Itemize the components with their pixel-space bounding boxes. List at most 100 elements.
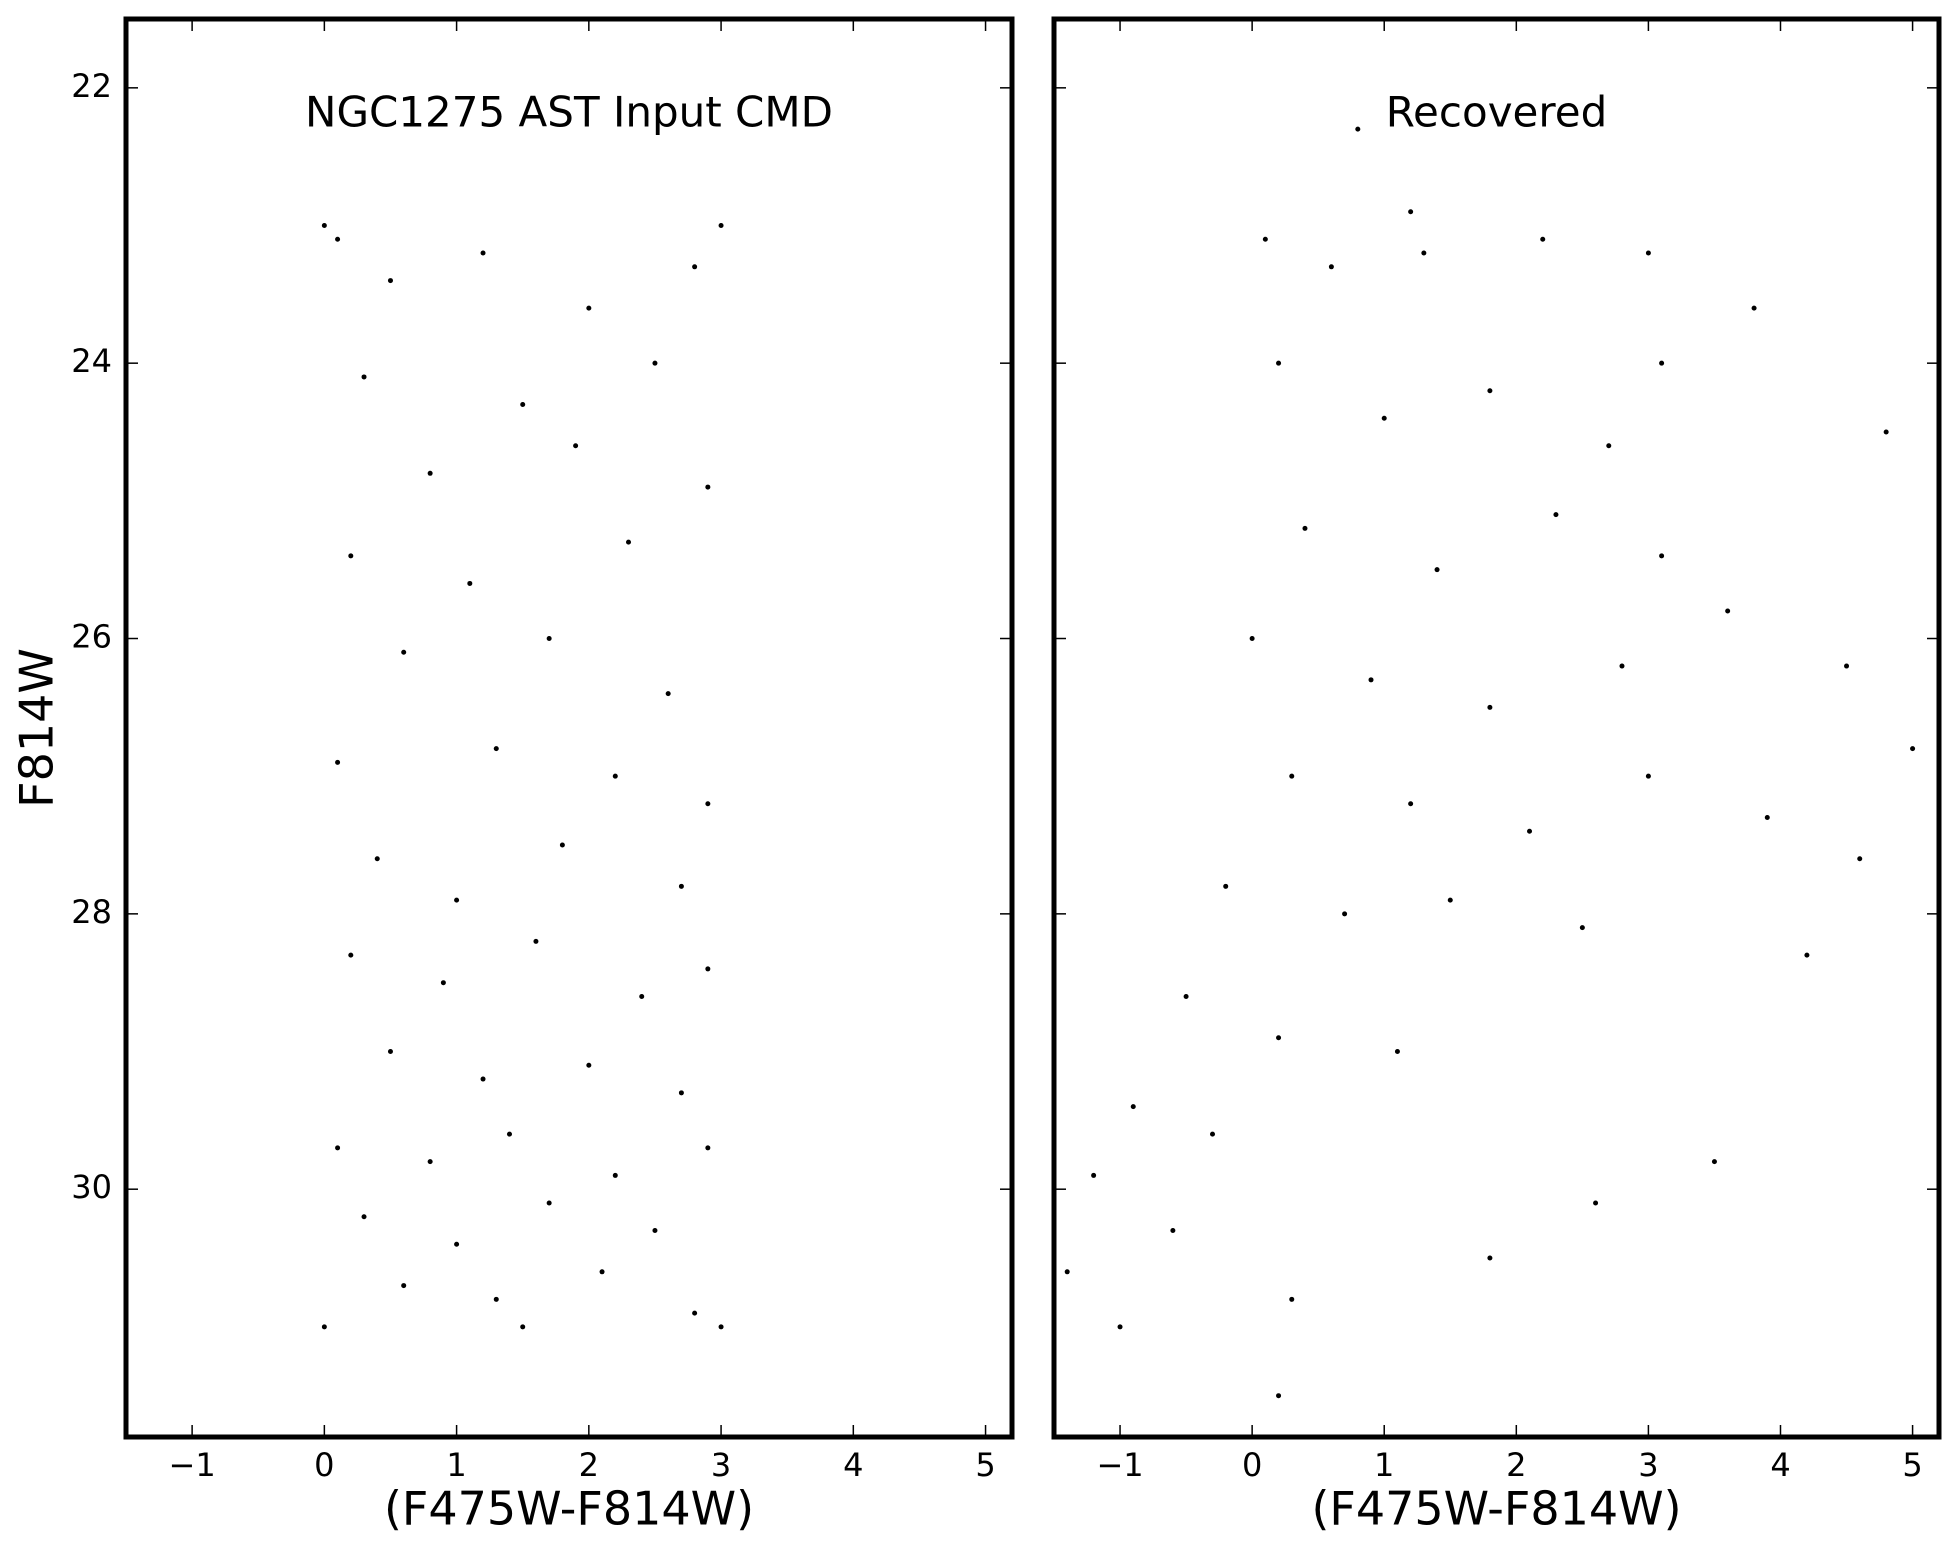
point: [546, 1200, 552, 1206]
point: [1408, 801, 1414, 807]
point: [599, 1269, 605, 1275]
point: [1527, 828, 1533, 834]
point: [1368, 677, 1374, 683]
y-axis-label: F814W: [10, 648, 64, 808]
point: [612, 1172, 618, 1178]
point: [626, 539, 632, 545]
point: [1910, 746, 1916, 752]
point: [718, 223, 724, 229]
x-axis-label: (F475W-F814W): [1311, 1482, 1681, 1536]
point: [1328, 264, 1334, 270]
point: [506, 1131, 512, 1137]
point: [1249, 636, 1255, 642]
point: [427, 470, 433, 476]
x-tick-label: 0: [1242, 1446, 1262, 1484]
point: [1170, 1227, 1176, 1233]
point: [1659, 553, 1665, 559]
point: [652, 360, 658, 366]
point: [1276, 1035, 1282, 1041]
point: [1302, 525, 1308, 531]
point: [387, 278, 393, 284]
point: [348, 553, 354, 559]
point: [1091, 1172, 1097, 1178]
point: [1408, 209, 1414, 215]
point: [1857, 856, 1863, 862]
point: [705, 801, 711, 807]
point: [1751, 305, 1757, 311]
x-tick-label: 2: [579, 1446, 599, 1484]
point: [493, 1296, 499, 1302]
point: [1434, 567, 1440, 573]
point: [427, 1159, 433, 1165]
x-tick-label: 1: [446, 1446, 466, 1484]
x-tick-label: −1: [169, 1446, 216, 1484]
x-tick-label: 0: [314, 1446, 334, 1484]
point: [401, 1283, 407, 1289]
x-tick-label: 1: [1374, 1446, 1394, 1484]
point: [1804, 952, 1810, 958]
point: [480, 1076, 486, 1082]
point: [1487, 704, 1493, 710]
point: [1659, 360, 1665, 366]
point: [335, 759, 341, 765]
x-tick-label: 3: [1638, 1446, 1658, 1484]
point: [1276, 1393, 1282, 1399]
point: [467, 580, 473, 586]
point: [678, 1090, 684, 1096]
point: [335, 236, 341, 242]
point: [718, 1324, 724, 1330]
point: [321, 1324, 327, 1330]
point: [1619, 663, 1625, 669]
point: [1579, 925, 1585, 931]
y-tick-label: 28: [71, 893, 112, 931]
point: [374, 856, 380, 862]
point: [705, 1145, 711, 1151]
point: [665, 691, 671, 697]
point: [321, 223, 327, 229]
point: [586, 1062, 592, 1068]
point: [1130, 1104, 1136, 1110]
point: [1487, 388, 1493, 394]
point: [586, 305, 592, 311]
point: [454, 1241, 460, 1247]
point: [335, 1145, 341, 1151]
y-tick-label: 24: [71, 342, 112, 380]
point: [1223, 883, 1229, 889]
y-tick-label: 26: [71, 618, 112, 656]
point: [652, 1227, 658, 1233]
panel-title: Recovered: [1386, 88, 1607, 137]
point: [1725, 608, 1731, 614]
point: [573, 443, 579, 449]
point: [1289, 1296, 1295, 1302]
point: [533, 938, 539, 944]
point: [1711, 1159, 1717, 1165]
plot-frame: [123, 16, 1015, 1440]
y-tick-label: 22: [71, 67, 112, 105]
point: [1540, 236, 1546, 242]
point: [493, 746, 499, 752]
point: [1553, 512, 1559, 518]
point: [705, 966, 711, 972]
x-tick-label: 2: [1506, 1446, 1526, 1484]
point: [1183, 993, 1189, 999]
x-tick-label: 4: [1770, 1446, 1790, 1484]
point: [1381, 415, 1387, 421]
point: [1064, 1269, 1070, 1275]
point: [639, 993, 645, 999]
plot-frame: [1051, 16, 1942, 1440]
x-tick-label: 5: [975, 1446, 995, 1484]
y-tick-label: 30: [71, 1168, 112, 1206]
point: [361, 1214, 367, 1220]
point: [1117, 1324, 1123, 1330]
x-tick-label: 5: [1902, 1446, 1922, 1484]
point: [1289, 773, 1295, 779]
point: [520, 401, 526, 407]
x-tick-label: 3: [711, 1446, 731, 1484]
point: [1844, 663, 1850, 669]
point: [1210, 1131, 1216, 1137]
point: [1394, 1049, 1400, 1055]
point: [348, 952, 354, 958]
point: [1355, 126, 1361, 132]
point: [546, 636, 552, 642]
